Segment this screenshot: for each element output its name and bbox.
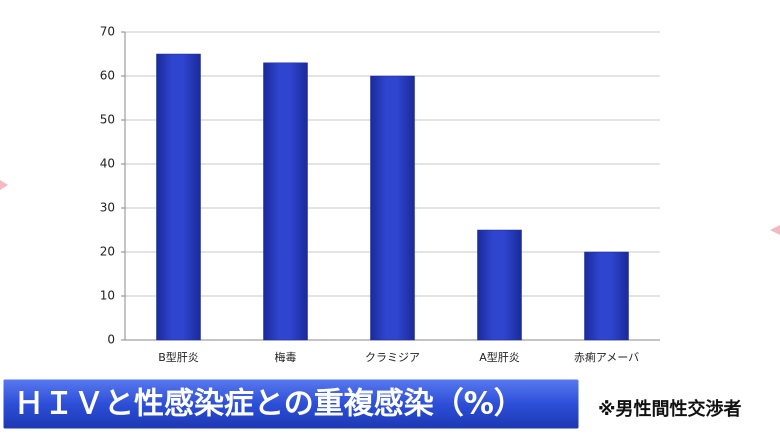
y-tick-label: 10 xyxy=(100,289,115,303)
y-tick-label: 50 xyxy=(100,113,115,127)
x-tick-label: 赤痢アメーバ xyxy=(574,350,639,364)
title-box xyxy=(0,376,582,432)
bar xyxy=(584,251,629,341)
x-tick-label: クラミジア xyxy=(365,351,420,364)
annotation: ※男性間性交渉者 xyxy=(598,398,742,420)
decoration xyxy=(0,180,8,190)
bar xyxy=(370,75,415,341)
x-tick-label: A型肝炎 xyxy=(479,350,520,364)
y-tick-label: 60 xyxy=(100,69,115,83)
x-tick-label: B型肝炎 xyxy=(158,350,199,364)
x-tick-label: 梅毒 xyxy=(275,350,297,364)
decoration xyxy=(770,225,780,235)
bar xyxy=(156,53,201,341)
y-tick-label: 0 xyxy=(107,333,115,347)
bar xyxy=(477,229,522,341)
y-tick-label: 40 xyxy=(100,157,115,171)
y-tick-label: 70 xyxy=(100,25,115,39)
bar xyxy=(263,62,308,341)
y-tick-label: 20 xyxy=(100,245,115,259)
y-tick-label: 30 xyxy=(100,201,115,215)
plot-area: 0 10 20 30 40 50 60 70 B型肝炎 梅毒 クラミジア A型肝炎 赤痢アメーバ xyxy=(100,25,660,364)
chart-title: ＨＩＶと性感染症との重複感染（%） xyxy=(14,387,524,422)
